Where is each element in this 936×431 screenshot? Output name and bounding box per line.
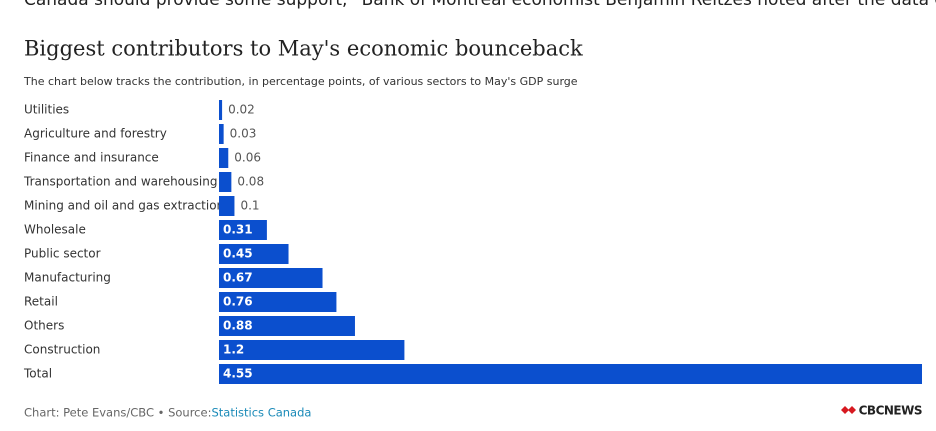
value-label: 0.45 xyxy=(223,247,253,261)
intro-text: Canada should provide some support,” Ban… xyxy=(24,0,936,10)
chart-subtitle: The chart below tracks the contribution,… xyxy=(23,75,578,88)
value-label: 4.55 xyxy=(223,367,253,381)
bar xyxy=(219,364,922,384)
bar xyxy=(219,292,337,312)
category-label: Finance and insurance xyxy=(24,151,159,165)
category-label: Agriculture and forestry xyxy=(24,127,167,141)
bar xyxy=(219,244,289,264)
value-label: 0.06 xyxy=(234,151,261,165)
bar xyxy=(219,100,223,120)
value-label: 0.1 xyxy=(240,199,259,213)
category-label: Others xyxy=(24,319,64,333)
chart-credit: Chart: Pete Evans/CBC • Source: xyxy=(24,406,211,420)
source-link[interactable]: Statistics Canada xyxy=(211,406,311,420)
bar xyxy=(219,220,267,240)
category-label: Manufacturing xyxy=(24,271,111,285)
category-label: Total xyxy=(23,367,52,381)
bar xyxy=(219,124,224,144)
value-label: 0.02 xyxy=(228,103,255,117)
value-label: 1.2 xyxy=(223,343,244,357)
bar xyxy=(219,316,355,336)
bar xyxy=(219,172,232,192)
bar xyxy=(219,268,323,288)
category-label: Utilities xyxy=(24,103,69,117)
logo: CBCNEWS xyxy=(859,404,922,418)
category-label: Public sector xyxy=(24,247,101,261)
logo-gem xyxy=(841,406,856,414)
category-label: Mining and oil and gas extraction xyxy=(24,199,224,213)
value-label: 0.31 xyxy=(223,223,253,237)
chart-title: Biggest contributors to May's economic b… xyxy=(24,37,583,61)
category-label: Transportation and warehousing xyxy=(23,175,217,189)
value-label: 0.67 xyxy=(223,271,253,285)
category-label: Construction xyxy=(24,343,100,357)
value-label: 0.88 xyxy=(223,319,253,333)
bar xyxy=(219,340,405,360)
value-label: 0.76 xyxy=(223,295,253,309)
bar xyxy=(219,148,229,168)
category-label: Wholesale xyxy=(24,223,86,237)
bar xyxy=(219,196,235,216)
value-label: 0.03 xyxy=(230,127,257,141)
value-label: 0.08 xyxy=(237,175,264,189)
category-label: Retail xyxy=(24,295,58,309)
